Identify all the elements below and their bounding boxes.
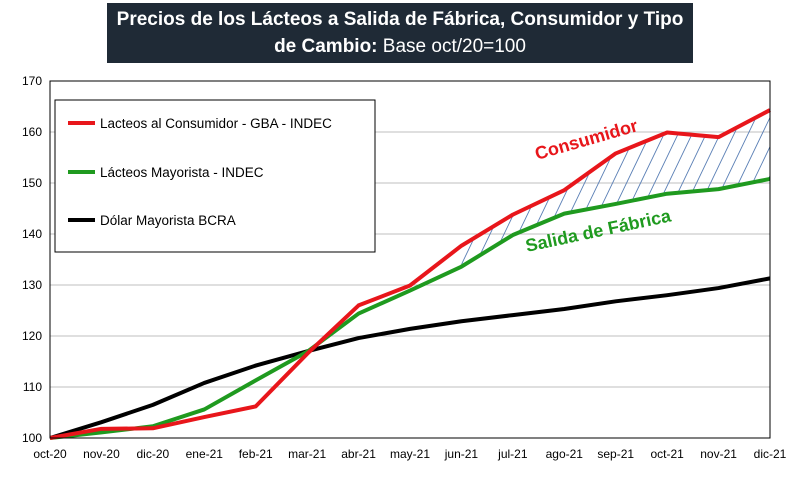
hatch-line [461,110,481,267]
x-tick-label-nov-21: nov-21 [700,447,737,461]
y-tick-label-170: 170 [22,74,42,88]
legend-box [54,99,376,253]
x-tick-label-mar-21: mar-21 [288,447,326,461]
hatch-line [0,80,46,330]
hatch-line [765,110,770,267]
series-line-dolar [49,276,771,440]
y-tick-label-130: 130 [22,278,42,292]
y-tick-label-110: 110 [23,380,42,394]
series-line-mayorista [49,176,771,440]
hatch-line [0,80,4,330]
x-tick-label-nov-20: nov-20 [83,447,120,461]
hatch-line [0,80,60,330]
legend-label-dolar: Dólar Mayorista BCRA [100,213,236,228]
x-tick-label-feb-21: feb-21 [239,447,273,461]
plot-area-frame [49,80,771,439]
chart-title-bold: Precios de los Lácteos a Salida de Fábri… [116,9,684,57]
hatch-line [723,110,770,267]
series-line-consumidor [49,108,771,440]
x-tick-label-sep-21: sep-21 [597,447,634,461]
y-tick-label-100: 100 [22,431,42,445]
y-tick-label-150: 150 [22,176,42,190]
annotation-consumidor: Consumidor [533,115,640,163]
chart-title-regular: Base oct/20=100 [382,36,526,57]
x-tick-label-dic-21: dic-21 [754,447,787,461]
x-tick-label-dic-20: dic-20 [137,447,170,461]
y-tick-label-140: 140 [22,227,42,241]
legend: Lacteos al Consumidor - GBA - INDEC Láct… [54,99,376,253]
x-tick-label-ene-21: ene-21 [186,447,224,461]
hatch-line [0,80,18,330]
x-tick-label-jun-21: jun-21 [444,447,479,461]
chart-title: Precios de los Lácteos a Salida de Fábri… [107,3,693,63]
hatch-line [780,80,800,330]
hatch-line [461,110,537,267]
y-tick-label-120: 120 [22,329,42,343]
x-tick-label-may-21: may-21 [390,447,430,461]
series-lines [49,108,771,440]
x-axis-ticks: oct-20 nov-20 dic-20 ene-21 feb-21 mar-21 abr-… [33,447,786,461]
x-tick-label-jul-21: jul-21 [497,447,528,461]
legend-label-mayorista: Lácteos Mayorista - INDEC [100,165,264,180]
annotation-salida-fabrica: Salida de Fábrica [524,205,674,256]
hatch-line [461,110,523,267]
y-axis-ticks: 100 110 120 130 140 150 160 170 [22,74,42,445]
hatch-line [695,110,770,267]
x-tick-label-ago-21: ago-21 [546,447,584,461]
hatch-line [794,80,800,330]
x-tick-label-oct-20: oct-20 [33,447,67,461]
legend-label-consumidor: Lacteos al Consumidor - GBA - INDEC [100,116,332,131]
hatch-line [0,80,32,330]
hatch-line [737,110,770,267]
x-tick-label-oct-21: oct-21 [650,447,684,461]
x-tick-label-abr-21: abr-21 [341,447,376,461]
y-tick-label-160: 160 [22,125,42,139]
